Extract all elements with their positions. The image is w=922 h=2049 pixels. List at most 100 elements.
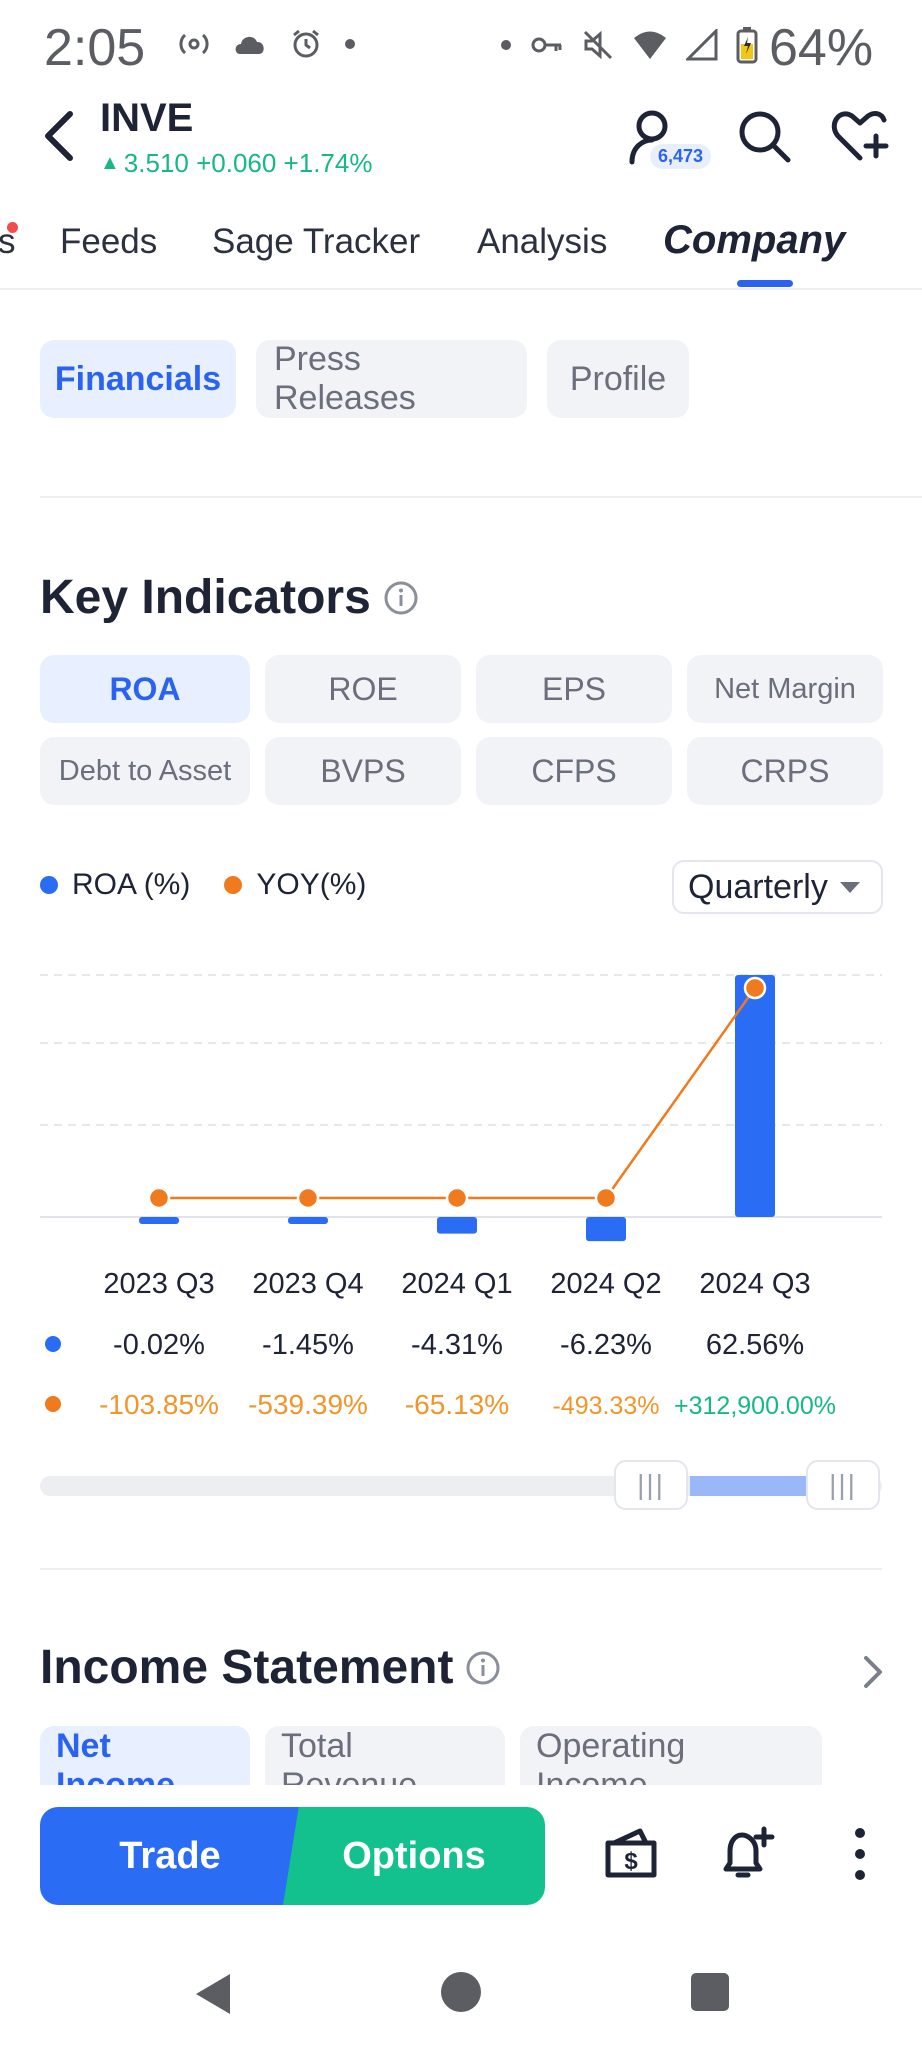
yoy-value-label: -539.39%	[248, 1389, 368, 1420]
income-statement-title: Income Statement	[40, 1641, 454, 1694]
indicator-cfps[interactable]: CFPS	[476, 737, 672, 805]
roa-value-label: -1.45%	[262, 1329, 354, 1361]
key-icon	[530, 31, 564, 59]
indicator-bvps[interactable]: BVPS	[265, 737, 461, 805]
roa-value-label: -6.23%	[560, 1329, 652, 1361]
company-subtabs: Financials Press Releases Profile	[40, 340, 689, 418]
roa-bar	[288, 1217, 328, 1224]
nav-recents-icon[interactable]	[691, 1973, 729, 2011]
svg-text:$: $	[624, 1848, 638, 1875]
chevron-left-icon	[45, 111, 73, 161]
price-alert-button[interactable]	[716, 1823, 778, 1885]
stock-header: INVE ▲ 3.510 +0.060 +1.74% 6,473	[0, 96, 922, 191]
yoy-point	[594, 1186, 618, 1210]
nav-back-icon[interactable]	[192, 1972, 232, 2016]
bottom-action-bar: Trade Options $	[0, 1785, 922, 1955]
dot-icon	[344, 38, 356, 50]
bell-plus-icon	[723, 1826, 775, 1878]
indicator-eps[interactable]: EPS	[476, 655, 672, 723]
legend-label-yoy: YOY(%)	[256, 868, 367, 901]
tab-feeds[interactable]: Feeds	[60, 222, 158, 261]
tab-previous[interactable]: s	[0, 222, 16, 261]
dot-icon	[500, 39, 512, 51]
subtab-press-releases[interactable]: Press Releases	[256, 340, 527, 418]
subtab-profile[interactable]: Profile	[547, 340, 689, 418]
yoy-point	[743, 976, 767, 1000]
roa-chart: 2023 Q3 2023 Q4 2024 Q1 2024 Q2 2024 Q3 -0.02…	[40, 974, 882, 1420]
range-handle-right[interactable]: |||	[806, 1460, 880, 1510]
user-watchers-button[interactable]	[624, 106, 684, 166]
mute-icon	[582, 29, 614, 61]
tab-company[interactable]: Company	[663, 218, 846, 262]
quote-text: 3.510 +0.060 +1.74%	[123, 148, 373, 178]
yoy-point	[147, 1186, 171, 1210]
legend-dot-roa	[40, 876, 58, 894]
search-button[interactable]	[734, 106, 794, 166]
period-dropdown[interactable]: Quarterly	[672, 860, 883, 914]
user-icon	[629, 110, 668, 165]
section-divider	[40, 496, 922, 498]
up-arrow-icon: ▲	[100, 152, 120, 174]
legend-item-yoy: YOY(%)	[224, 868, 366, 902]
range-slider-track[interactable]: ||| |||	[40, 1460, 882, 1510]
legend-item-roa: ROA (%)	[40, 868, 190, 902]
status-icons-right	[500, 26, 758, 64]
legend-label-roa: ROA (%)	[72, 868, 191, 901]
info-icon[interactable]	[465, 1650, 501, 1686]
system-navigation-bar	[0, 1940, 922, 2049]
options-button[interactable]: Options	[283, 1807, 545, 1905]
indicator-net-margin[interactable]: Net Margin	[687, 655, 883, 723]
search-icon	[739, 111, 791, 163]
yoy-value-label: +312,900.00%	[674, 1392, 836, 1420]
roa-bar	[437, 1217, 477, 1234]
status-time: 2:05	[44, 19, 146, 77]
row-dot-roa	[45, 1336, 61, 1352]
info-icon[interactable]	[383, 580, 419, 616]
ticker-symbol: INVE	[100, 96, 194, 140]
funds-button[interactable]: $	[600, 1823, 662, 1885]
roa-bar	[735, 975, 775, 1217]
subtab-financials[interactable]: Financials	[40, 340, 236, 418]
x-tick-label: 2023 Q3	[103, 1268, 214, 1300]
signal-icon	[686, 29, 718, 61]
battery-icon	[736, 26, 758, 64]
cloud-icon	[232, 30, 268, 58]
roa-bar	[139, 1217, 179, 1224]
chevron-right-icon[interactable]	[860, 1652, 886, 1692]
period-value: Quarterly	[688, 867, 828, 906]
active-tab-indicator	[737, 280, 793, 287]
more-options-button[interactable]	[840, 1823, 880, 1885]
legend-dot-yoy	[224, 876, 243, 894]
row-dot-yoy	[45, 1396, 61, 1412]
user-count-badge: 6,473	[650, 144, 712, 169]
section-divider	[40, 1568, 882, 1570]
wifi-icon	[632, 29, 668, 61]
tab-sage-tracker[interactable]: Sage Tracker	[212, 222, 421, 261]
back-button[interactable]	[36, 106, 82, 166]
chart-legend: ROA (%) YOY(%)	[40, 868, 386, 902]
x-tick-label: 2024 Q2	[550, 1268, 661, 1300]
trade-button[interactable]: Trade	[40, 1807, 300, 1905]
notification-dot	[7, 222, 18, 233]
range-handle-left[interactable]: |||	[614, 1460, 688, 1510]
key-indicators-title: Key Indicators	[40, 571, 371, 624]
caret-down-icon	[839, 881, 860, 893]
yoy-value-label: -65.13%	[405, 1389, 509, 1420]
more-vertical-icon	[855, 1828, 865, 1880]
yoy-value-label: -493.33%	[552, 1392, 659, 1420]
income-statement-heading: Income Statement	[40, 1640, 501, 1695]
battery-percent: 64%	[769, 19, 874, 77]
yoy-point	[296, 1186, 320, 1210]
indicator-roa[interactable]: ROA	[40, 655, 250, 723]
nav-home-icon[interactable]	[441, 1972, 481, 2012]
x-tick-label: 2023 Q4	[252, 1268, 363, 1300]
indicator-selector: ROA ROE EPS Net Margin Debt to Asset BVP…	[40, 655, 883, 805]
add-watchlist-button[interactable]	[830, 106, 890, 166]
yoy-value-label: -103.85%	[99, 1389, 219, 1420]
x-tick-label: 2024 Q1	[401, 1268, 512, 1300]
tab-analysis[interactable]: Analysis	[477, 222, 608, 261]
indicator-debt-to-asset[interactable]: Debt to Asset	[40, 737, 250, 805]
indicator-roe[interactable]: ROE	[265, 655, 461, 723]
indicator-crps[interactable]: CRPS	[687, 737, 883, 805]
main-tabs: s Feeds Sage Tracker Analysis Company	[0, 208, 922, 290]
